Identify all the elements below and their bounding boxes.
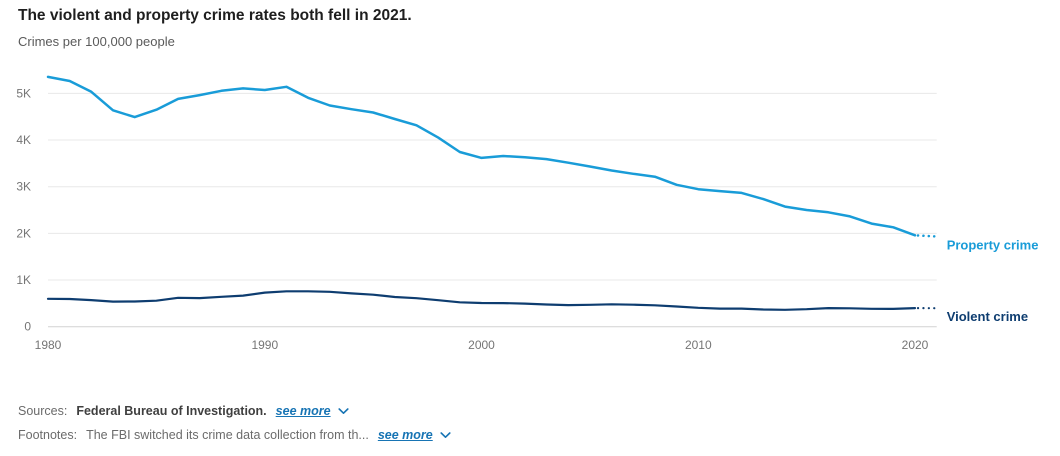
property-crime-label: Property crime	[947, 238, 1039, 253]
footnotes-row: Footnotes: The FBI switched its crime da…	[18, 427, 451, 443]
x-tick-label: 2020	[902, 338, 929, 352]
footnotes-text: The FBI switched its crime data collecti…	[86, 428, 369, 442]
x-tick-label: 2010	[685, 338, 712, 352]
sources-label: Sources:	[18, 404, 68, 418]
x-tick-label: 1980	[35, 338, 62, 352]
chevron-down-icon	[337, 407, 349, 414]
property-crime-line-dotted	[913, 234, 938, 238]
y-tick-label: 0	[24, 320, 31, 334]
sources-text: Federal Bureau of Investigation.	[76, 404, 267, 418]
footnotes-label: Footnotes:	[18, 428, 78, 442]
y-tick-label: 3K	[16, 180, 31, 194]
see-more-label: see more	[275, 404, 331, 418]
x-tick-label: 1990	[251, 338, 278, 352]
x-tick-label: 2000	[468, 338, 495, 352]
property-crime-line	[46, 75, 917, 237]
see-more-label: see more	[377, 428, 433, 442]
violent-crime-line	[46, 290, 917, 311]
violent-crime-label: Violent crime	[947, 309, 1028, 324]
y-tick-label: 1K	[16, 273, 31, 287]
crime-rates-chart: 0 1K 2K 3K 4K 5K 1980 1990 2000 2010 2020 Property …	[16, 75, 1039, 352]
footnotes-see-more-link[interactable]: see more	[378, 428, 451, 442]
sources-see-more-link[interactable]: see more	[276, 404, 349, 418]
chart-units-subtitle: Crimes per 100,000 people	[18, 34, 175, 49]
chevron-down-icon	[440, 431, 451, 438]
y-tick-label: 5K	[16, 86, 31, 100]
page-title: The violent and property crime rates bot…	[18, 7, 412, 24]
y-tick-label: 4K	[16, 133, 31, 147]
sources-row: Sources: Federal Bureau of Investigation…	[18, 403, 349, 419]
y-tick-label: 2K	[16, 226, 31, 240]
